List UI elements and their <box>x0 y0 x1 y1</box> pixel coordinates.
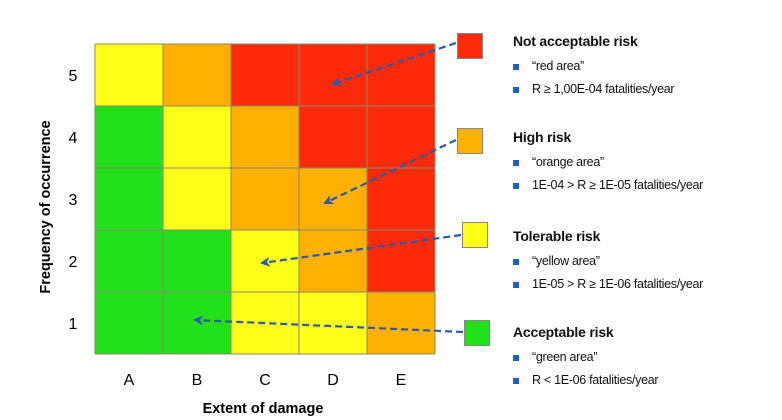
matrix-cell-C4 <box>231 106 299 168</box>
y-tick-labels: 5 4 3 2 1 <box>69 68 78 333</box>
bullet-text: “yellow area” <box>532 254 600 268</box>
bullet-icon <box>513 354 519 361</box>
legend-title: High risk <box>513 129 572 145</box>
matrix-cells <box>95 44 435 354</box>
y-tick-label: 5 <box>69 68 78 85</box>
y-axis-label: Frequency of occurrence <box>38 120 54 293</box>
legend-swatch-yellow <box>462 222 488 248</box>
legend-item-not-acceptable: Not acceptable risk “red area” R ≥ 1,00E… <box>513 33 778 101</box>
bullet-text: “orange area” <box>532 155 604 169</box>
legend-swatch-green <box>464 320 490 346</box>
matrix-cell-A5 <box>95 44 163 106</box>
legend-bullet: “red area” <box>513 55 778 78</box>
legend-bullet: “green area” <box>513 346 778 369</box>
legend-arrow-orange <box>323 139 457 205</box>
legend-bullet: R < 1E-06 fatalities/year <box>513 369 778 392</box>
y-tick-label: 3 <box>69 192 78 209</box>
matrix-cell-B3 <box>163 168 231 230</box>
y-tick-label: 4 <box>69 130 78 147</box>
matrix-cell-D2 <box>299 230 367 292</box>
matrix-cell-B4 <box>163 106 231 168</box>
legend-bullet: 1E-04 > R ≥ 1E-05 fatalities/year <box>513 174 778 197</box>
x-tick-label: E <box>396 372 407 389</box>
matrix-cell-A1 <box>95 292 163 354</box>
bullet-text: R ≥ 1,00E-04 fatalities/year <box>532 82 675 96</box>
matrix-cell-D5 <box>299 44 367 106</box>
y-tick-label: 1 <box>69 316 78 333</box>
bullet-icon <box>513 258 519 265</box>
matrix-cell-B5 <box>163 44 231 106</box>
legend-bullet: 1E-05 > R ≥ 1E-06 fatalities/year <box>513 273 778 296</box>
matrix-grid <box>94 43 436 355</box>
legend-item-high: High risk “orange area” 1E-04 > R ≥ 1E-0… <box>513 129 778 197</box>
legend-arrows <box>193 41 464 334</box>
bullet-icon <box>513 159 519 166</box>
x-tick-label: A <box>124 372 135 389</box>
matrix-cell-B2 <box>163 230 231 292</box>
bullet-icon <box>513 182 519 189</box>
matrix-cell-D1 <box>299 292 367 354</box>
bullet-icon <box>513 63 519 70</box>
x-tick-labels: A B C D E <box>124 372 407 389</box>
legend-item-acceptable: Acceptable risk “green area” R < 1E-06 f… <box>513 324 778 392</box>
bullet-text: “red area” <box>532 59 584 73</box>
legend-arrow-yellow <box>260 233 462 267</box>
matrix-cell-A4 <box>95 106 163 168</box>
x-axis-label: Extent of damage <box>203 401 324 417</box>
y-tick-label: 2 <box>69 254 78 271</box>
matrix-cell-E3 <box>367 168 435 230</box>
matrix-cell-D4 <box>299 106 367 168</box>
legend-title: Acceptable risk <box>513 324 614 340</box>
matrix-cell-E5 <box>367 44 435 106</box>
x-tick-label: C <box>259 372 271 389</box>
legend-item-tolerable: Tolerable risk “yellow area” 1E-05 > R ≥… <box>513 228 778 296</box>
matrix-cell-E4 <box>367 106 435 168</box>
legend-bullet: “orange area” <box>513 151 778 174</box>
legend-arrow-green <box>193 315 464 334</box>
bullet-icon <box>513 377 519 384</box>
x-tick-label: B <box>192 372 203 389</box>
legend-bullet: R ≥ 1,00E-04 fatalities/year <box>513 78 778 101</box>
bullet-icon <box>513 86 519 93</box>
bullet-text: R < 1E-06 fatalities/year <box>532 373 659 387</box>
bullet-icon <box>513 281 519 288</box>
matrix-cell-C3 <box>231 168 299 230</box>
bullet-text: 1E-04 > R ≥ 1E-05 fatalities/year <box>532 178 704 192</box>
matrix-cell-C5 <box>231 44 299 106</box>
matrix-cell-C2 <box>231 230 299 292</box>
matrix-cell-B1 <box>163 292 231 354</box>
legend-title: Tolerable risk <box>513 228 601 244</box>
legend-swatch-red <box>457 33 483 59</box>
matrix-cell-A2 <box>95 230 163 292</box>
x-tick-label: D <box>327 372 339 389</box>
bullet-text: “green area” <box>532 350 598 364</box>
legend-title: Not acceptable risk <box>513 33 638 49</box>
matrix-cell-A3 <box>95 168 163 230</box>
legend-bullet: “yellow area” <box>513 250 778 273</box>
matrix-cell-E1 <box>367 292 435 354</box>
legend-swatch-orange <box>457 128 483 154</box>
bullet-text: 1E-05 > R ≥ 1E-06 fatalities/year <box>532 277 704 291</box>
